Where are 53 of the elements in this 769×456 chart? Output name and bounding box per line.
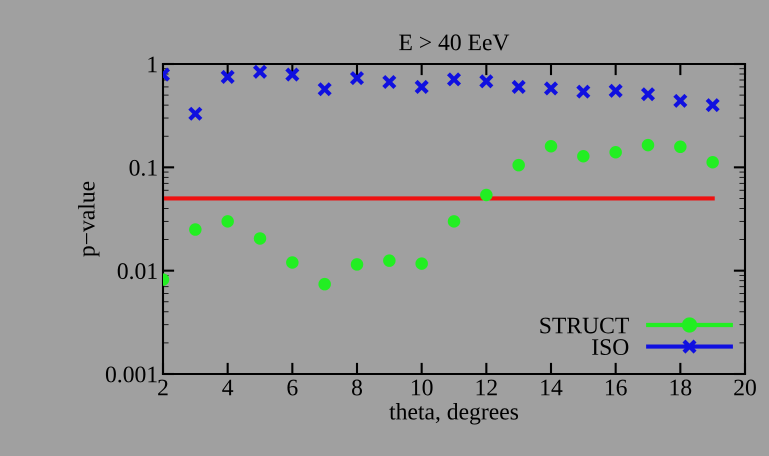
x-tick-label: 4 (222, 380, 234, 396)
point (705, 97, 720, 113)
point (318, 278, 331, 290)
point (254, 232, 266, 245)
point (480, 188, 493, 202)
point (543, 80, 559, 96)
point (382, 74, 397, 90)
point (252, 64, 268, 80)
point (511, 79, 526, 95)
point (350, 258, 364, 271)
point (672, 93, 688, 108)
point (608, 83, 624, 98)
legend-label: ISO (592, 339, 628, 356)
x-tick-label: 18 (670, 380, 692, 396)
y-tick-label: 0.001 (106, 366, 157, 383)
x-tick-label: 14 (541, 380, 562, 396)
x-axis-title: theta, degrees (389, 403, 518, 425)
point (415, 257, 428, 270)
x-tick-label: 20 (734, 380, 756, 396)
point (576, 84, 591, 100)
point (512, 158, 525, 172)
point (317, 82, 332, 97)
point (284, 66, 300, 82)
point (674, 140, 687, 154)
point (349, 70, 365, 86)
x-tick-label: 2 (158, 380, 168, 396)
point (414, 79, 430, 95)
point (383, 254, 396, 267)
y-tick-label: 1 (148, 56, 157, 72)
chart-title: E > 40 EeV (399, 34, 510, 50)
x-tick-label: 12 (476, 380, 497, 396)
point (478, 74, 494, 89)
point (642, 138, 654, 152)
point (706, 156, 719, 168)
point (286, 256, 299, 269)
point (640, 86, 656, 102)
point (577, 150, 590, 163)
y-tick-label: 0.1 (130, 160, 157, 176)
point (221, 215, 234, 228)
x-tick-label: 16 (606, 380, 627, 396)
x-tick-label: 6 (287, 380, 298, 396)
legend-label: STRUCT (540, 318, 629, 334)
point (544, 140, 558, 152)
point (609, 146, 622, 158)
point (188, 106, 203, 122)
point (446, 72, 462, 88)
y-axis-title: p−value (78, 182, 100, 257)
y-tick-label: 0.01 (118, 263, 157, 280)
x-tick-label: 8 (352, 380, 362, 396)
point (189, 223, 202, 236)
point (448, 215, 460, 228)
x-tick-label: 10 (412, 380, 433, 396)
point (220, 69, 236, 85)
